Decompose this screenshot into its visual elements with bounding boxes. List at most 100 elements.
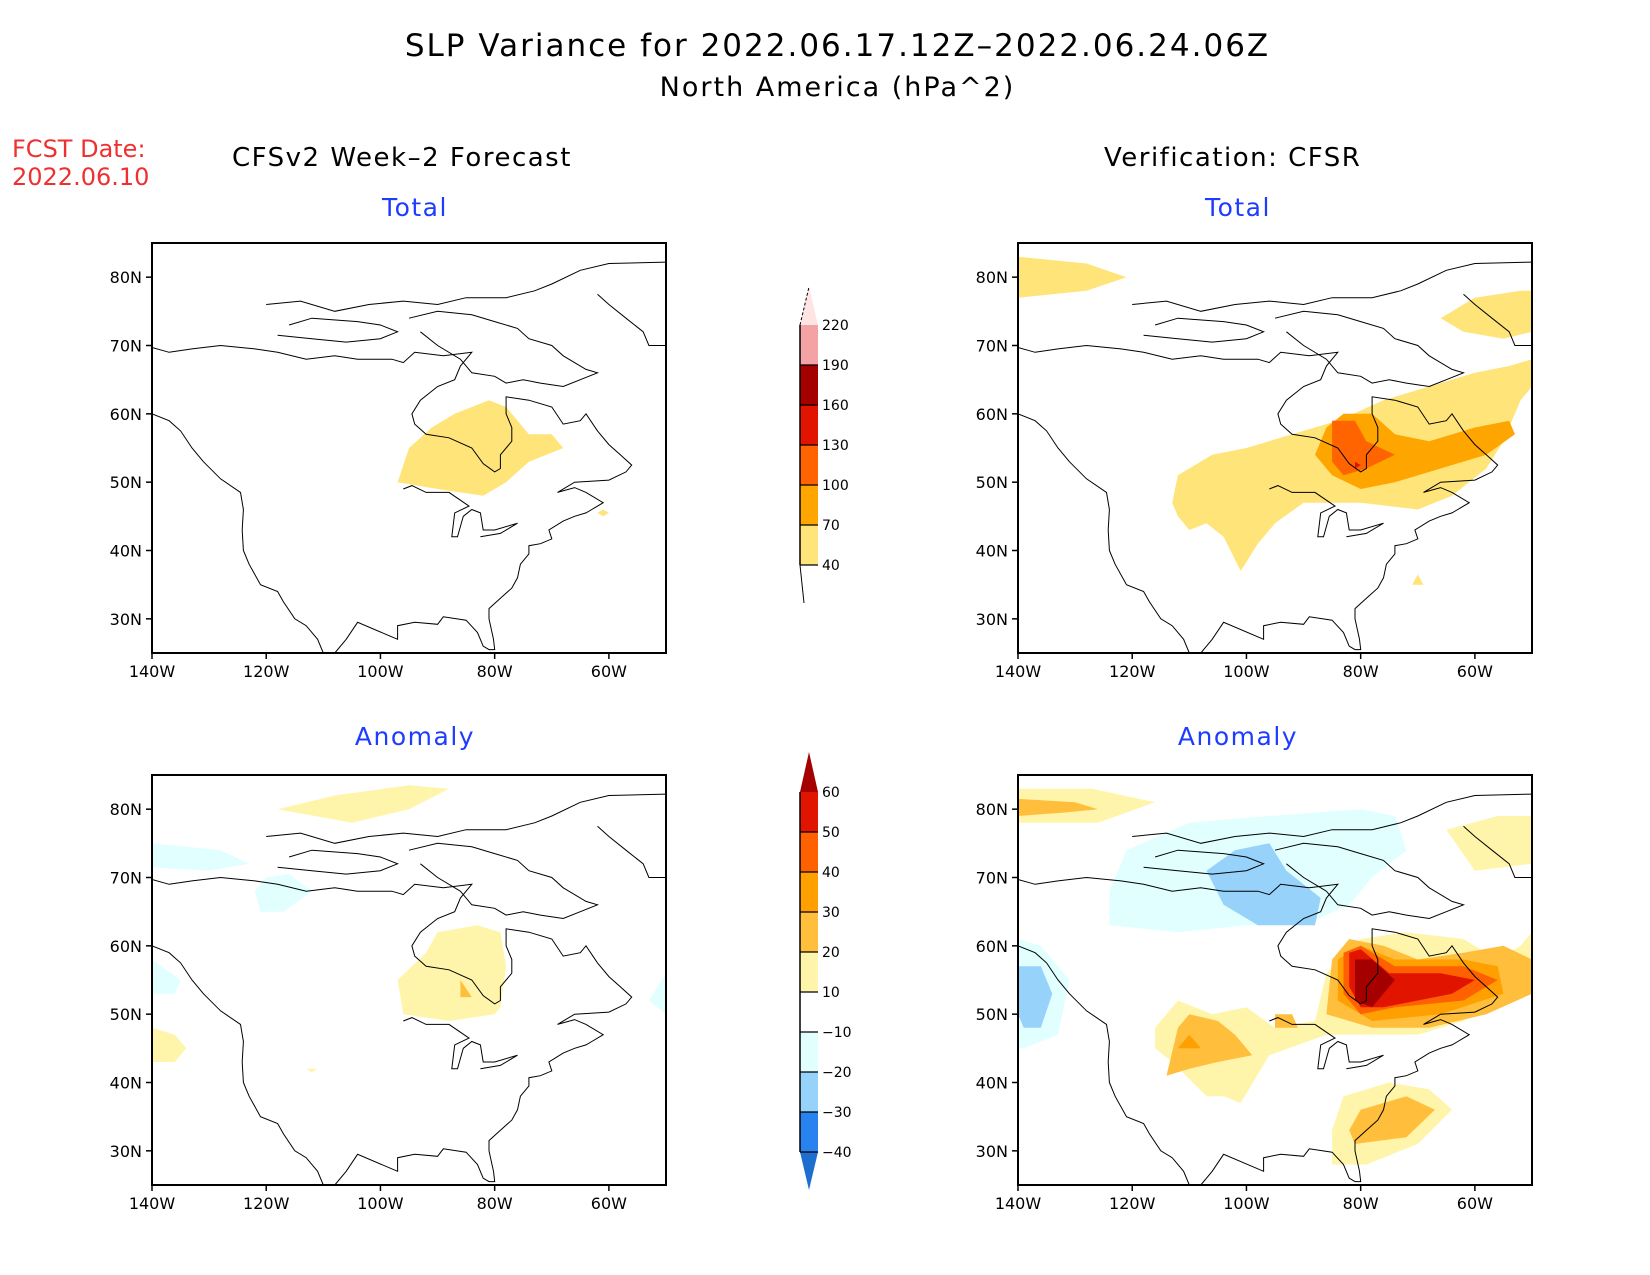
panel-title-verification-anomaly: Anomaly — [1177, 722, 1299, 751]
colorbar-label: −40 — [822, 1145, 852, 1161]
colorbar-bin — [800, 525, 818, 565]
map-panel-verification-total: 30N 40N 50N 60N 70N 80N 140W 120W 100W 80W 60W — [976, 242, 1533, 681]
colorbar-label: 40 — [822, 865, 840, 881]
colorbar-bin — [800, 912, 818, 952]
colorbar-label: 10 — [822, 985, 840, 1001]
x-tick-label: 60W — [591, 1194, 627, 1213]
shaded-regions — [1018, 256, 1532, 585]
column-title-verification: Verification: CFSR — [1104, 143, 1362, 173]
y-tick-label: 70N — [110, 869, 142, 888]
shaded-region-10 — [152, 1027, 187, 1062]
colorbar-label: −30 — [822, 1105, 852, 1121]
colorbar-label: 40 — [822, 558, 840, 574]
colorbar-label: 50 — [822, 825, 840, 841]
y-tick-label: 70N — [976, 869, 1008, 888]
coastline — [597, 825, 666, 878]
coastline — [408, 310, 600, 388]
y-tick-label: 40N — [110, 542, 142, 561]
x-tick-label: 80W — [1343, 1194, 1379, 1213]
shaded-region-40 — [1018, 256, 1127, 298]
coastline — [152, 876, 633, 1185]
x-tick-label: 100W — [1223, 1194, 1270, 1213]
y-tick-label: 40N — [976, 1074, 1008, 1093]
shaded-region-10 — [277, 785, 449, 823]
colorbar-label: 190 — [822, 358, 849, 374]
y-tick-label: 60N — [976, 937, 1008, 956]
shaded-region-40 — [1412, 574, 1424, 585]
panel-title-forecast-anomaly: Anomaly — [354, 722, 476, 751]
x-tick-label: 120W — [243, 662, 290, 681]
shaded-region--10 — [152, 843, 250, 871]
fcst-date-block: FCST Date: 2022.06.10 — [12, 135, 149, 191]
shaded-region--10 — [648, 973, 666, 1015]
colorbar-bin — [800, 1112, 818, 1152]
x-tick-label: 140W — [995, 1194, 1042, 1213]
shaded-regions — [397, 400, 609, 517]
coastline — [1018, 344, 1499, 653]
y-tick-label: 30N — [976, 610, 1008, 629]
shaded-region-40 — [397, 400, 564, 496]
colorbar-label: 130 — [822, 438, 849, 454]
shaded-region-20 — [1349, 1096, 1435, 1144]
y-tick-label: 80N — [110, 268, 142, 287]
x-tick-label: 140W — [129, 1194, 176, 1213]
coastline — [597, 293, 666, 346]
y-tick-label: 80N — [976, 800, 1008, 819]
y-tick-label: 50N — [110, 473, 142, 492]
x-tick-label: 140W — [129, 662, 176, 681]
coastline — [403, 1017, 518, 1070]
y-tick-label: 60N — [110, 405, 142, 424]
shaded-region-60 — [1355, 959, 1395, 1008]
x-tick-label: 140W — [995, 662, 1042, 681]
coastline — [1274, 310, 1466, 388]
map-frame — [1017, 774, 1533, 1186]
shaded-region--20 — [1206, 843, 1321, 926]
coastline — [1143, 849, 1265, 875]
coastline — [1274, 842, 1466, 920]
colorbar-bin — [800, 992, 818, 1032]
coastlines — [1018, 793, 1532, 1185]
y-tick-label: 50N — [976, 473, 1008, 492]
coastline — [277, 849, 399, 875]
shaded-region-10 — [306, 1068, 318, 1073]
coastlines — [152, 793, 666, 1185]
colorbar-label: 100 — [822, 478, 849, 494]
coastline — [1132, 793, 1532, 844]
colorbar-bin — [800, 445, 818, 485]
colorbar-lower-arrow — [800, 1152, 818, 1190]
colorbar-bin — [800, 832, 818, 872]
colorbar-upper-arrow — [800, 287, 818, 325]
map-frame — [151, 774, 667, 1186]
x-tick-label: 60W — [591, 662, 627, 681]
colorbar-label: 20 — [822, 945, 840, 961]
coastline — [1463, 293, 1532, 346]
x-tick-label: 100W — [357, 1194, 404, 1213]
colorbar-bin — [800, 952, 818, 992]
coastline — [1143, 317, 1265, 343]
coastline — [1132, 261, 1532, 312]
x-tick-label: 80W — [1343, 662, 1379, 681]
x-tick-label: 120W — [1109, 1194, 1156, 1213]
coastline — [266, 261, 666, 312]
colorbar-upper-arrow — [800, 752, 818, 792]
x-tick-label: 120W — [1109, 662, 1156, 681]
colorbar-label: −10 — [822, 1025, 852, 1041]
coastline — [408, 842, 600, 920]
y-tick-label: 80N — [110, 800, 142, 819]
colorbar-label: 60 — [822, 785, 840, 801]
y-tick-label: 30N — [110, 1142, 142, 1161]
colorbar-anomaly: 60 50 40 30 20 10 −10 −20 −30 −40 — [799, 752, 852, 1190]
coastline — [152, 413, 324, 653]
map-panel-forecast-total: 30N 40N 50N 60N 70N 80N 140W 120W 100W 80W 60W — [110, 242, 667, 681]
colorbar-bin — [800, 872, 818, 912]
shaded-region-130 — [1355, 461, 1361, 469]
coastline — [1463, 825, 1532, 878]
shaded-regions — [1018, 788, 1532, 1165]
fcst-date-label: FCST Date: — [12, 135, 146, 163]
panel-title-forecast-total: Total — [382, 193, 448, 222]
y-tick-label: 70N — [976, 337, 1008, 356]
colorbar-bin — [800, 325, 818, 365]
colorbar-total: 220 190 160 130 100 70 40 — [799, 286, 849, 604]
x-tick-label: 60W — [1457, 1194, 1493, 1213]
